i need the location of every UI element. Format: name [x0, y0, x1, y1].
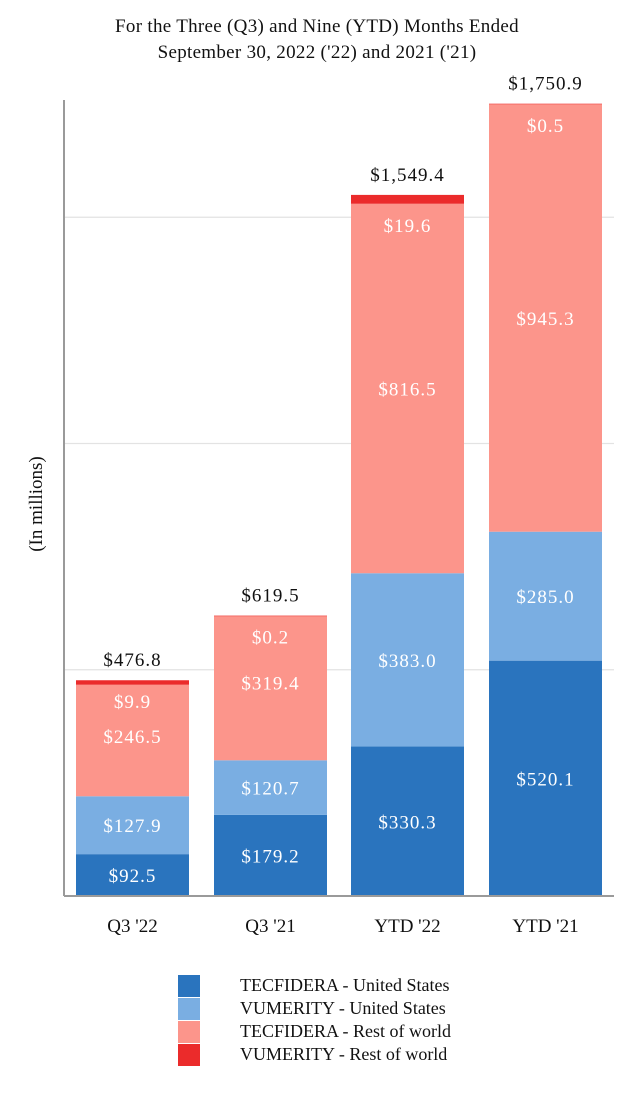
bar-segment-0-3 [76, 680, 189, 685]
total-label-0: $476.8 [103, 650, 161, 671]
legend: TECFIDERA - United States VUMERITY - Unit… [178, 974, 451, 1066]
value-label-2-0: $330.3 [378, 812, 436, 833]
value-label-3-2: $945.3 [516, 309, 574, 330]
bar-segment-1-3 [214, 615, 327, 617]
bar-segment-2-3 [351, 194, 464, 204]
legend-label: TECFIDERA - United States [240, 975, 450, 995]
x-tick-label-3: YTD '21 [512, 916, 578, 937]
bar-segment-3-1 [489, 531, 602, 661]
x-tick-label-2: YTD '22 [374, 916, 440, 937]
chart-title-line-2: September 30, 2022 ('22) and 2021 ('21) [157, 42, 477, 63]
bar-segment-3-3 [489, 103, 602, 105]
total-label-2: $1,549.4 [370, 165, 445, 186]
value-label-2-2: $816.5 [378, 379, 436, 400]
bar-segment-2-0 [351, 746, 464, 896]
chart-title: For the Three (Q3) and Nine (YTD) Months… [0, 14, 634, 66]
x-tick-label-1: Q3 '21 [245, 916, 295, 937]
legend-item: VUMERITY - United States [178, 997, 451, 1020]
legend-item: VUMERITY - Rest of world [178, 1043, 451, 1066]
legend-label: VUMERITY - United States [240, 998, 446, 1018]
bar-segment-3-0 [489, 660, 602, 896]
bar-segment-0-2 [76, 684, 189, 797]
value-label-0-2: $246.5 [103, 727, 161, 748]
value-label-3-0: $520.1 [516, 769, 574, 790]
value-label-3-1: $285.0 [516, 587, 574, 608]
legend-item: TECFIDERA - Rest of world [178, 1020, 451, 1043]
legend-swatch [178, 997, 200, 1020]
bar-segment-3-2 [489, 103, 602, 532]
legend-label: TECFIDERA - Rest of world [240, 1021, 451, 1041]
value-label-0-3: $9.9 [114, 692, 151, 713]
bar-segment-2-1 [351, 573, 464, 747]
bar-segment-1-0 [214, 814, 327, 896]
legend-swatch [178, 1020, 200, 1043]
total-label-1: $619.5 [241, 586, 299, 607]
legend-swatch [178, 1043, 200, 1066]
value-label-2-1: $383.0 [378, 651, 436, 672]
legend-label: VUMERITY - Rest of world [240, 1044, 448, 1064]
value-label-0-1: $127.9 [103, 816, 161, 837]
value-label-2-3: $19.6 [384, 216, 432, 237]
chart-title-line-1: For the Three (Q3) and Nine (YTD) Months… [115, 16, 519, 37]
bar-segment-0-0 [76, 854, 189, 896]
value-label-1-3: $0.2 [252, 628, 289, 649]
y-axis-label: (In millions) [26, 456, 47, 552]
value-label-1-2: $319.4 [241, 674, 299, 695]
stacked-bar-chart: $92.5 $127.9 $246.5 $9.9 $476.8 Q3 '22 $179.2 $… [63, 74, 614, 937]
value-label-1-0: $179.2 [241, 846, 299, 867]
legend-item: TECFIDERA - United States [178, 974, 451, 997]
value-label-0-0: $92.5 [109, 866, 157, 887]
bar-segment-1-2 [214, 615, 327, 761]
bar-segment-1-1 [214, 760, 327, 815]
bar-segment-2-2 [351, 203, 464, 574]
legend-swatch [178, 974, 200, 997]
x-tick-label-0: Q3 '22 [107, 916, 157, 937]
bar-segment-0-1 [76, 796, 189, 855]
value-label-1-1: $120.7 [241, 779, 299, 800]
total-label-3: $1,750.9 [508, 74, 583, 95]
value-label-3-3: $0.5 [527, 116, 564, 137]
